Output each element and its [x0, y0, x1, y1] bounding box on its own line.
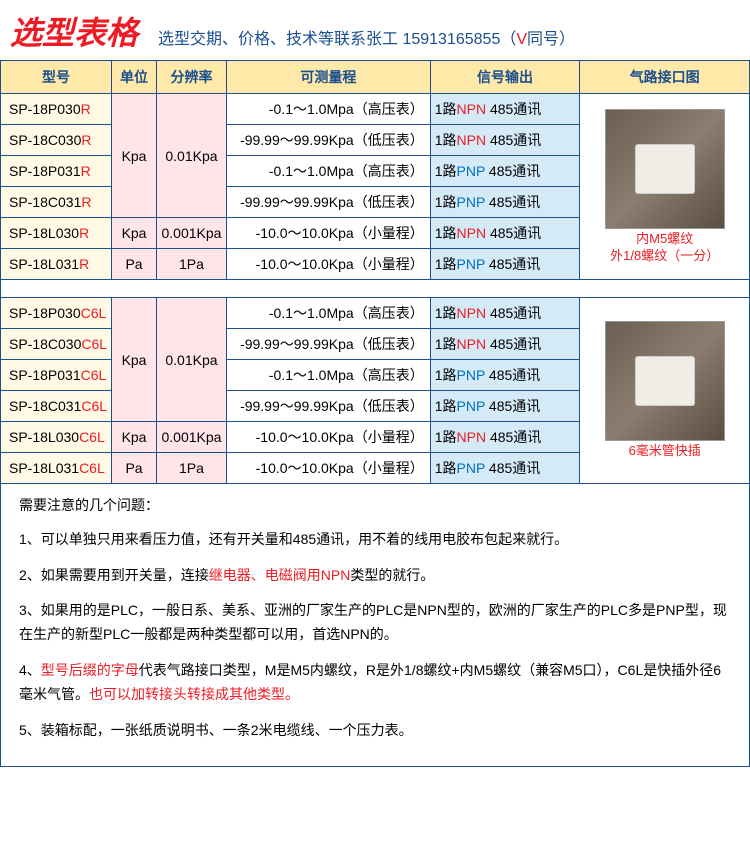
res-cell: 0.01Kpa [156, 94, 226, 218]
unit-cell: Kpa [112, 94, 157, 218]
notes-section: 需要注意的几个问题： 1、可以单独只用来看压力值，还有开关量和485通讯，用不着… [0, 484, 750, 767]
port-image-threaded [605, 109, 725, 229]
spacer-row [1, 280, 750, 298]
port-image-cell: 6毫米管快插 [580, 298, 750, 484]
th-resolution: 分辨率 [156, 61, 226, 94]
port-caption: 6毫米管快插 [605, 443, 725, 460]
table-header-row: 型号 单位 分辨率 可测量程 信号输出 气路接口图 [1, 61, 750, 94]
selection-table: 型号 单位 分辨率 可测量程 信号输出 气路接口图 SP-18P030R Kpa… [0, 60, 750, 484]
subtitle: 选型交期、价格、技术等联系张工 15913165855（V同号） [158, 25, 575, 49]
note-3: 3、如果用的是PLC，一般日系、美系、亚洲的厂家生产的PLC是NPN型的，欧洲的… [19, 599, 731, 647]
port-caption: 内M5螺纹 外1/8螺纹（一分） [605, 231, 725, 265]
port-image-cell: 内M5螺纹 外1/8螺纹（一分） [580, 94, 750, 280]
note-5: 5、装箱标配，一张纸质说明书、一条2米电缆线、一个压力表。 [19, 719, 731, 743]
th-range: 可测量程 [226, 61, 430, 94]
th-port: 气路接口图 [580, 61, 750, 94]
notes-heading: 需要注意的几个问题： [19, 494, 731, 518]
note-4: 4、型号后缀的字母代表气路接口类型，M是M5内螺纹，R是外1/8螺纹+内M5螺纹… [19, 659, 731, 707]
port-image-quickfit [605, 321, 725, 441]
table-row: SP-18P030C6L Kpa 0.01Kpa -0.1～1.0Mpa（高压表… [1, 298, 750, 329]
th-model: 型号 [1, 61, 112, 94]
th-signal: 信号输出 [430, 61, 580, 94]
th-unit: 单位 [112, 61, 157, 94]
note-1: 1、可以单独只用来看压力值，还有开关量和485通讯，用不着的线用电胶布包起来就行… [19, 528, 731, 552]
header: 选型表格 选型交期、价格、技术等联系张工 15913165855（V同号） [0, 0, 750, 60]
table-row: SP-18P030R Kpa 0.01Kpa -0.1～1.0Mpa（高压表） … [1, 94, 750, 125]
note-2: 2、如果需要用到开关量，连接继电器、电磁阀用NPN类型的就行。 [19, 564, 731, 588]
page-title: 选型表格 [10, 8, 138, 54]
